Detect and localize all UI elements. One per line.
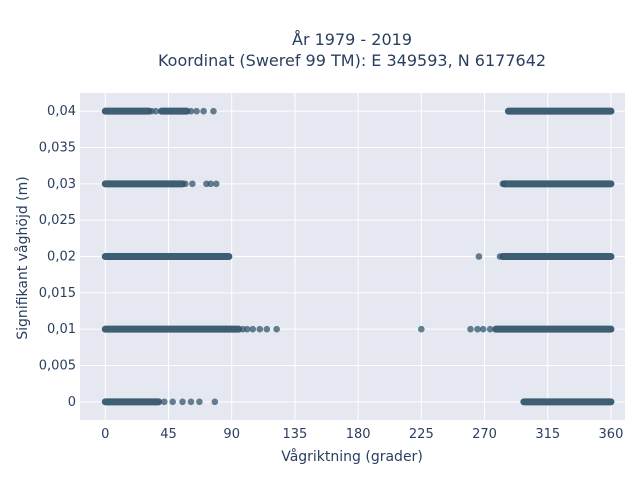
data-point [249,326,256,333]
x-axis-ticks: 0 45 90 135 180 225 270 315 360 [101,427,623,442]
y-tick-label: 0,02 [47,250,76,265]
data-point [476,253,483,260]
y-tick-label: 0,005 [39,359,76,374]
data-point-cluster [492,326,614,333]
data-point [474,326,481,333]
x-tick-label: 225 [409,427,434,442]
data-point [499,181,506,188]
x-tick-label: 315 [535,427,560,442]
data-point-cluster [102,180,186,187]
y-tick-label: 0,035 [39,141,76,156]
data-point [244,326,251,333]
data-point-cluster [102,108,153,115]
x-tick-label: 360 [599,427,624,442]
data-point-cluster [102,326,242,333]
y-tick-label: 0,03 [47,177,76,192]
data-point [210,108,217,115]
data-point [467,326,474,333]
y-tick-label: 0 [68,395,76,410]
x-tick-label: 180 [346,427,371,442]
data-point-cluster [102,253,233,260]
data-point-cluster [501,180,615,187]
data-point-cluster [505,108,615,115]
data-point [273,326,280,333]
data-point [200,108,207,115]
data-point [188,108,195,115]
chart-title: År 1979 - 2019 [292,30,412,49]
x-tick-label: 90 [223,427,240,442]
data-point [213,181,220,188]
x-tick-label: 0 [101,427,109,442]
y-axis-label: Signifikant våghöjd (m) [14,176,31,339]
y-tick-label: 0,01 [47,322,76,337]
data-point [497,253,504,260]
data-point [264,326,271,333]
data-point [153,108,160,115]
data-point [480,326,487,333]
scatter-chart: 0 45 90 135 180 225 270 315 360 00,0050,010,0150… [0,0,640,480]
data-point [196,399,203,406]
data-point [487,326,494,333]
y-tick-label: 0,015 [39,286,76,301]
data-point-cluster [158,108,190,115]
x-tick-label: 45 [160,427,177,442]
data-point-cluster [499,253,614,260]
data-point [193,108,200,115]
x-axis-label: Vågriktning (grader) [281,448,423,465]
data-point [418,326,425,333]
data-point [212,399,219,406]
data-point [169,399,176,406]
data-point-cluster [102,398,162,405]
data-point [189,181,196,188]
x-tick-label: 135 [282,427,307,442]
chart-subtitle: Koordinat (Sweref 99 TM): E 349593, N 61… [158,51,546,70]
data-point [207,181,214,188]
y-tick-label: 0,025 [39,213,76,228]
y-tick-label: 0,04 [47,104,76,119]
x-tick-label: 270 [472,427,497,442]
data-point [182,181,189,188]
data-point-cluster [520,398,614,405]
data-point [161,399,168,406]
data-point [256,326,263,333]
data-point [188,399,195,406]
data-point [179,399,186,406]
y-axis-ticks: 0 0,005 0,01 0,015 0,02 0,025 0,03 0,035 0,04 [39,104,76,410]
